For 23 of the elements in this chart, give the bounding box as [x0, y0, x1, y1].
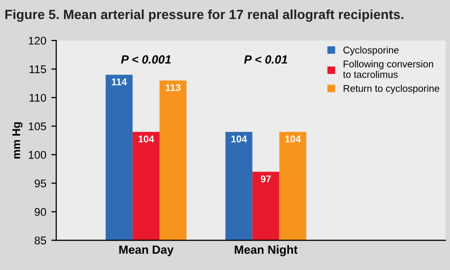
x-tick-label: Mean Night [234, 245, 298, 256]
data-label: 104 [231, 136, 247, 142]
legend-label: Cyclosporine [343, 46, 399, 56]
annotation: P < 0.001 [121, 55, 171, 64]
y-tick-label: 105 [28, 122, 46, 130]
annotation: P < 0.01 [244, 55, 288, 64]
y-tick-label: 100 [28, 150, 46, 159]
y-tick-label: 115 [30, 65, 46, 74]
y-tick-label: 85 [34, 236, 46, 244]
data-label: 104 [138, 136, 154, 142]
y-tick-label: 110 [30, 94, 46, 102]
legend-label: Following conversion to tacrolimus [343, 60, 434, 78]
y-axis-title: mm Hg [12, 122, 22, 158]
legend-label: Return to cyclosporine [344, 84, 440, 94]
data-label: 114 [112, 78, 127, 86]
y-tick-label: 95 [34, 179, 46, 188]
chart-title: Figure 5. Mean arterial pressure for 17 renal allograft recipients. [5, 9, 404, 22]
y-tick-label: 90 [34, 208, 46, 216]
y-tick-label: 120 [28, 36, 46, 45]
data-label: 104 [285, 136, 301, 142]
x-tick-label: Mean Day [119, 246, 174, 256]
data-label: 113 [166, 84, 181, 92]
data-label: 97 [260, 175, 271, 182]
